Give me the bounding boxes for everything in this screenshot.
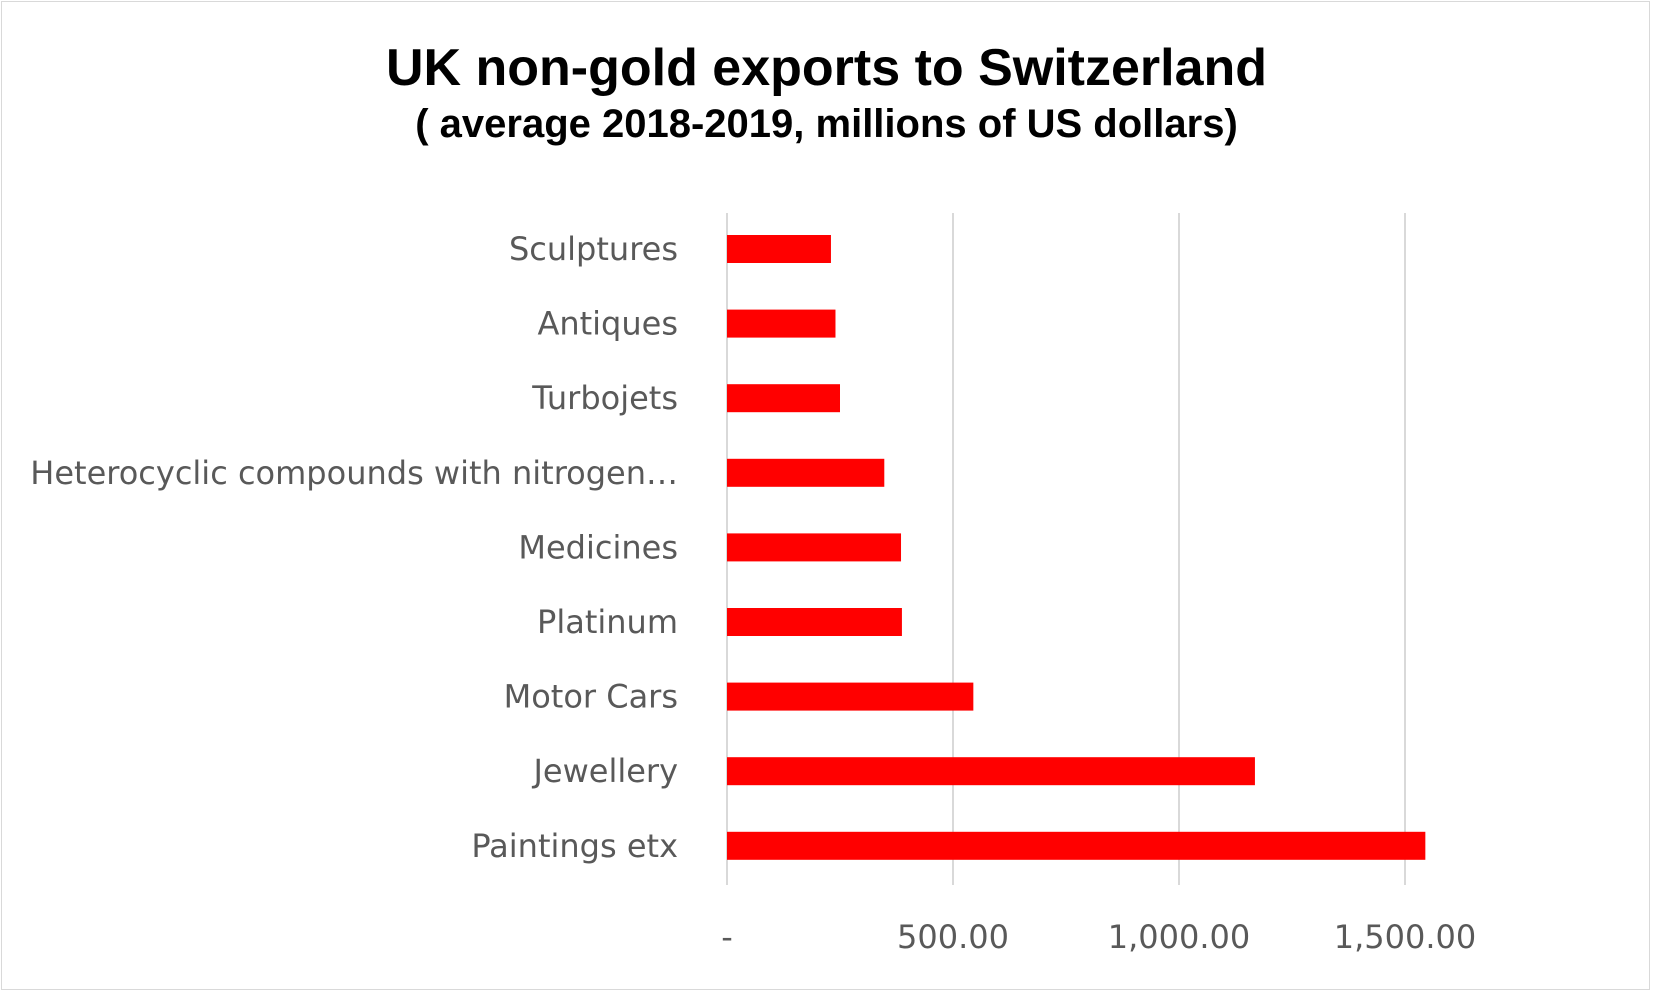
category-label: Jewellery	[531, 752, 678, 790]
category-label: Paintings etx	[471, 827, 678, 865]
category-label: Heterocyclic compounds with nitrogen…	[30, 454, 678, 492]
category-label: Turbojets	[531, 379, 678, 417]
bar	[727, 608, 902, 636]
category-labels: Sculptures Antiques Turbojets Heterocyclic …	[30, 230, 678, 865]
chart-subtitle: ( average 2018-2019, millions of US doll…	[415, 102, 1238, 146]
category-label: Antiques	[537, 305, 678, 343]
category-label: Medicines	[518, 528, 678, 566]
x-tick-labels: - 500.00 1,000.00 1,500.00	[721, 918, 1476, 956]
bars	[727, 235, 1426, 860]
category-label: Platinum	[537, 603, 678, 641]
x-tick-label: 500.00	[897, 918, 1009, 956]
x-tick-label: 1,500.00	[1334, 918, 1477, 956]
bar	[727, 309, 836, 338]
chart-title: UK non-gold exports to Switzerland	[385, 39, 1268, 97]
x-tick-label: -	[721, 918, 733, 956]
x-tick-label: 1,000.00	[1108, 918, 1251, 956]
category-label: Sculptures	[509, 230, 678, 268]
category-label: Motor Cars	[504, 678, 678, 716]
bar	[727, 533, 902, 562]
bar	[727, 458, 885, 487]
bar	[727, 757, 1255, 786]
bar	[727, 831, 1426, 860]
bar	[727, 682, 974, 711]
bar	[727, 384, 840, 413]
bar	[727, 235, 831, 263]
